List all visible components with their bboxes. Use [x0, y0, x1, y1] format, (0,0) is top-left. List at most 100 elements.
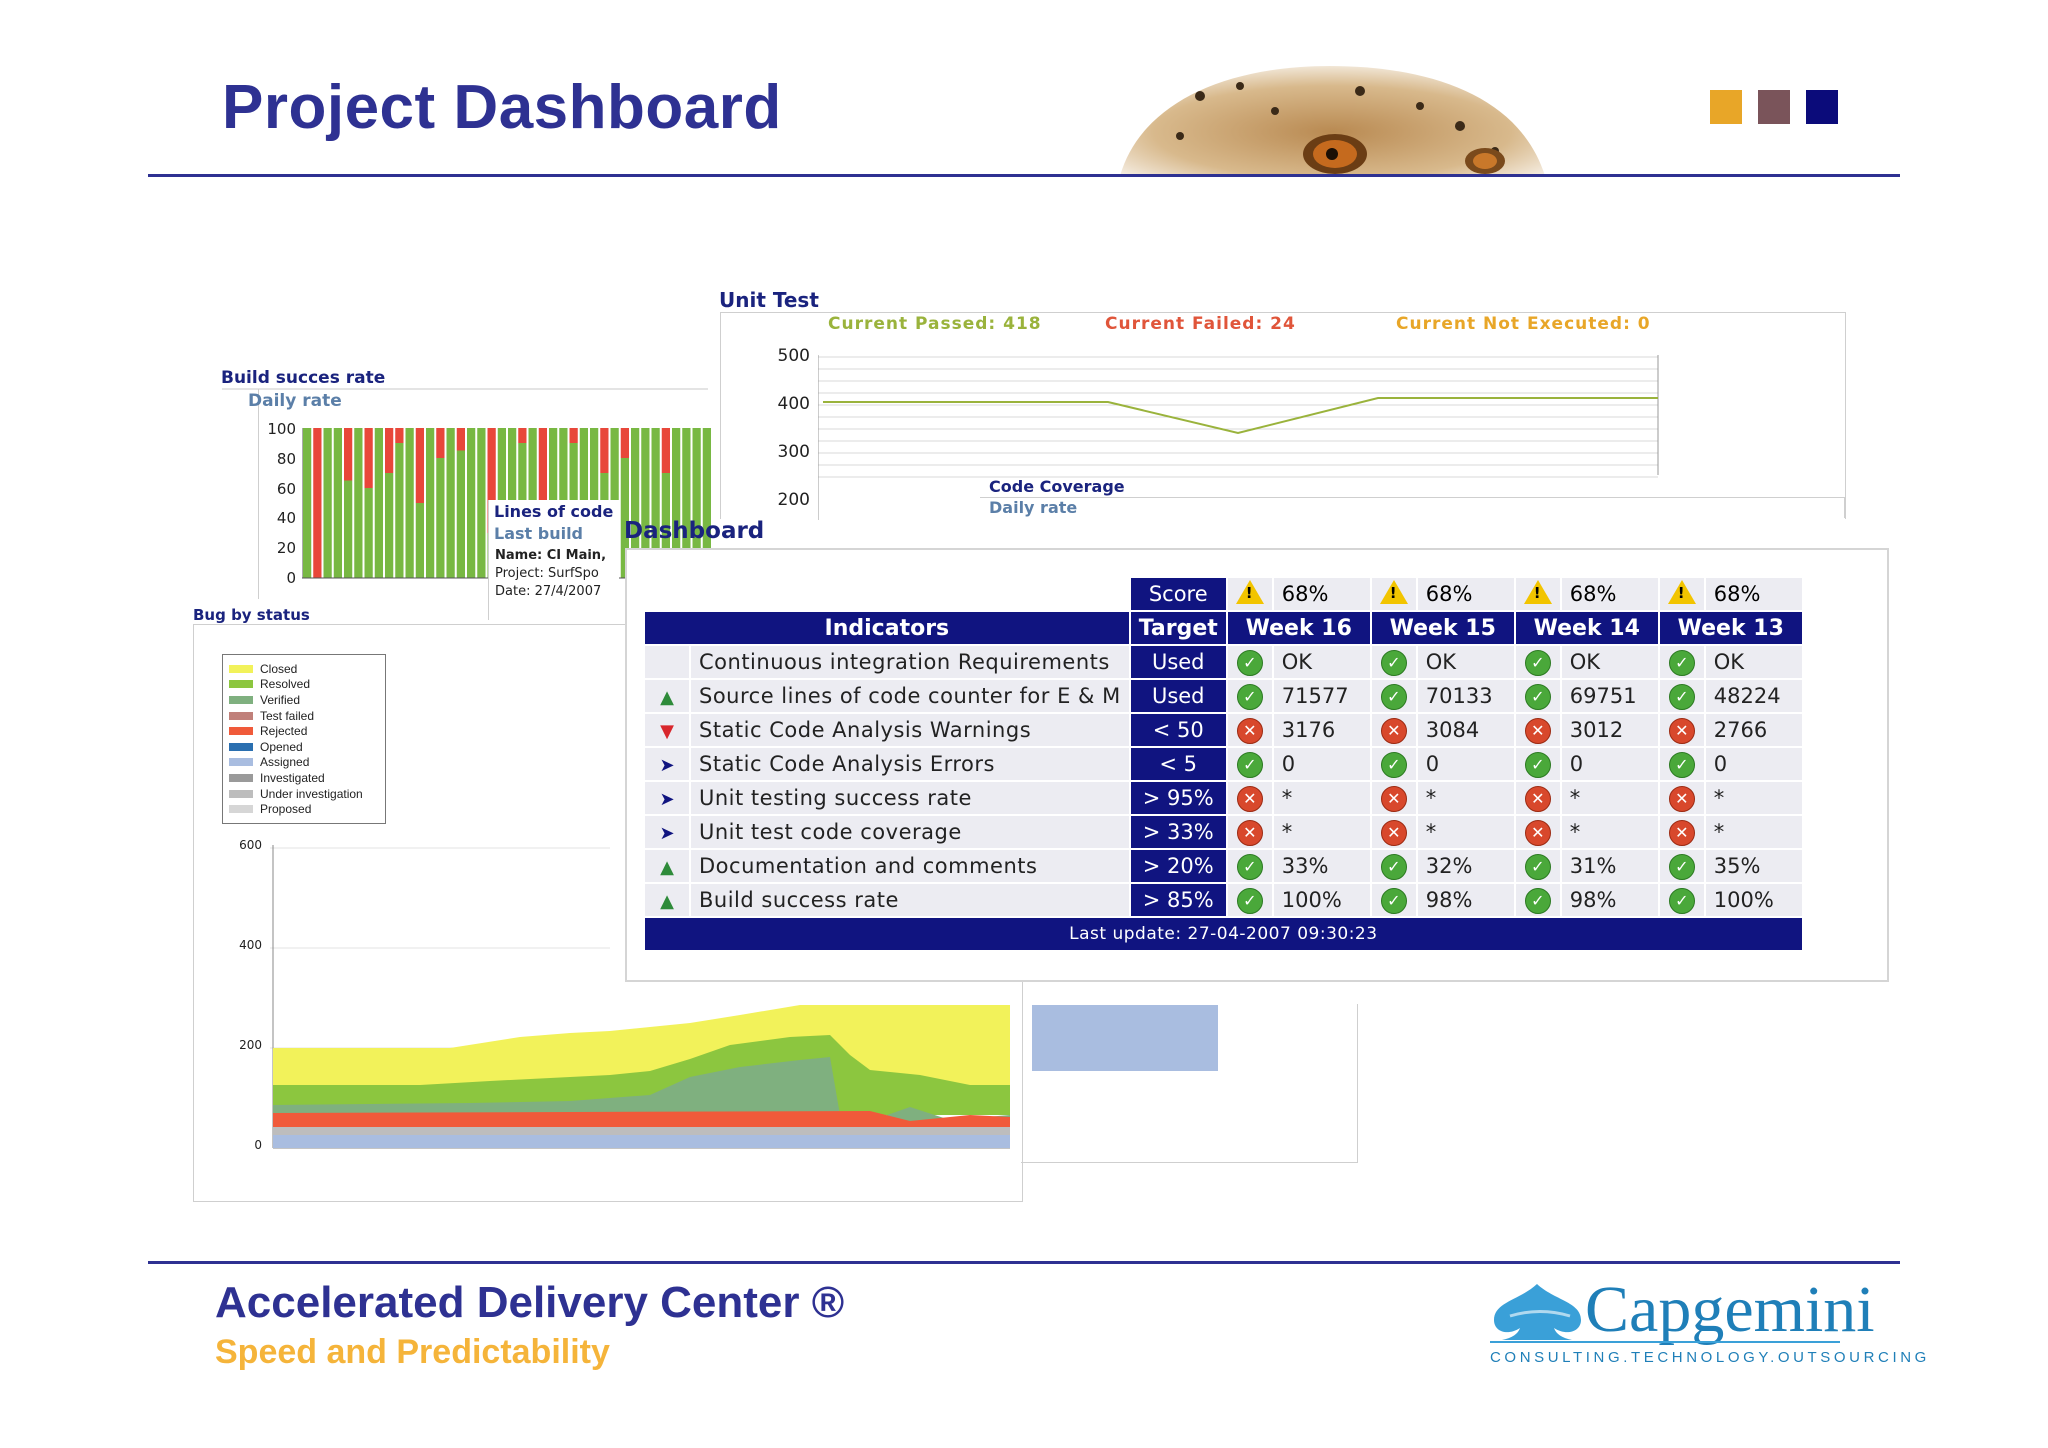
trend-up-icon: ▲ [645, 680, 689, 712]
build-fail-bar [385, 428, 394, 473]
build-fail-bar [661, 428, 670, 473]
legend-label: Assigned [260, 755, 310, 770]
score-value: 68% [1273, 578, 1370, 610]
week-header: Week 14 [1515, 612, 1658, 644]
build-success-bar [692, 428, 701, 578]
error-icon: ✕ [1371, 782, 1416, 814]
legend-swatch [229, 664, 253, 673]
brand-square-orange [1710, 90, 1742, 124]
legend-item: Test failed [229, 708, 363, 724]
build-fail-bar [518, 428, 527, 443]
build-success-y-axis: 100 80 60 40 20 0 [258, 420, 296, 590]
target-header: Target [1130, 612, 1226, 644]
y-tick-label: 400 [777, 394, 810, 414]
unit-test-passed: Current Passed: 418 [828, 314, 1042, 334]
error-icon: ✕ [1227, 816, 1272, 848]
week-value: 0 [1417, 748, 1514, 780]
legend-swatch [229, 742, 253, 751]
indicators-header: Indicators [645, 612, 1129, 644]
indicator-row: ➤ Unit test code coverage > 33% ✕ * ✕ * ✕ * ✕ * [645, 816, 1802, 848]
legend-label: Opened [260, 739, 303, 754]
indicator-row: ▲ Build success rate > 85% ✓ 100% ✓ 98% ✓ 98% ✓ 10… [645, 884, 1802, 916]
build-success-divider [222, 388, 708, 390]
legend-item: Verified [229, 692, 363, 708]
y-tick-label: 100 [267, 420, 296, 438]
legend-item: Rejected [229, 723, 363, 739]
indicator-name: Static Code Analysis Warnings [691, 714, 1129, 746]
check-icon: ✓ [1371, 680, 1416, 712]
week-value: 98% [1561, 884, 1658, 916]
check-icon: ✓ [1515, 646, 1560, 678]
week-value: 100% [1273, 884, 1370, 916]
bug-status-title: Bug by status [193, 606, 310, 624]
bug-status-side-frame [1021, 1004, 1358, 1163]
build-success-bar [651, 428, 660, 578]
week-value: 0 [1273, 748, 1370, 780]
build-fail-bar [344, 428, 353, 481]
y-tick-label: 0 [254, 1138, 262, 1152]
warning-icon: ! [1515, 578, 1560, 610]
build-success-bar [620, 458, 629, 578]
bug-status-legend: Closed Resolved Verified Test failed Rejecte… [222, 654, 386, 824]
unit-test-failed: Current Failed: 24 [1105, 314, 1296, 334]
week-value: * [1561, 782, 1658, 814]
week-value: 0 [1561, 748, 1658, 780]
indicator-name: Documentation and comments [691, 850, 1129, 882]
legend-swatch [229, 758, 253, 767]
build-success-bar [631, 428, 640, 578]
y-tick-label: 20 [276, 539, 296, 557]
legend-item: Assigned [229, 755, 363, 771]
build-success-bar [395, 443, 404, 578]
week-value: OK [1417, 646, 1514, 678]
legend-label: Under investigation [260, 786, 363, 801]
build-success-subtitle: Daily rate [248, 391, 342, 411]
week-header: Week 15 [1371, 612, 1514, 644]
check-icon: ✓ [1515, 850, 1560, 882]
legend-label: Closed [260, 661, 298, 676]
y-tick-label: 200 [777, 490, 810, 510]
check-icon: ✓ [1227, 680, 1272, 712]
error-icon: ✕ [1515, 816, 1560, 848]
build-fail-bar [569, 428, 578, 443]
footer-divider [148, 1261, 1900, 1264]
indicator-target: < 5 [1130, 748, 1226, 780]
build-success-bar [344, 480, 353, 578]
lines-of-code-project: Project: SurfSpo [495, 566, 599, 581]
build-success-bar [672, 428, 681, 578]
build-fail-bar [436, 428, 445, 458]
check-icon: ✓ [1659, 884, 1704, 916]
build-fail-bar [487, 428, 496, 533]
y-tick-label: 0 [286, 569, 296, 587]
week-value: 33% [1273, 850, 1370, 882]
legend-item: Investigated [229, 770, 363, 786]
legend-swatch [229, 695, 253, 704]
build-success-bar [333, 428, 342, 578]
legend-swatch [229, 680, 253, 689]
legend-label: Resolved [260, 677, 311, 692]
code-coverage-title: Code Coverage [989, 477, 1125, 496]
indicator-target: Used [1130, 646, 1226, 678]
indicator-target: > 85% [1130, 884, 1226, 916]
y-tick-label: 200 [239, 1038, 262, 1052]
week-value: * [1273, 782, 1370, 814]
dashboard-table: Score ! 68% ! 68% ! 68% ! 68% Indicators… [643, 576, 1804, 952]
bug-status-area-chart [270, 845, 1218, 1149]
logo-underline [1490, 1341, 1840, 1343]
indicator-target: > 20% [1130, 850, 1226, 882]
error-icon: ✕ [1227, 782, 1272, 814]
week-value: 3084 [1417, 714, 1514, 746]
brand-square-navy [1806, 90, 1838, 124]
lines-of-code-subtitle: Last build [494, 524, 583, 543]
side-assigned-block [1032, 1005, 1218, 1071]
y-tick-label: 40 [276, 509, 296, 527]
build-fail-bar [538, 428, 547, 518]
week-header: Week 16 [1227, 612, 1370, 644]
build-success-bar [303, 428, 312, 578]
legend-swatch [229, 711, 253, 720]
lines-of-code-title: Lines of code [494, 502, 614, 521]
week-value: 32% [1417, 850, 1514, 882]
unit-test-line-chart [818, 355, 1659, 520]
legend-item: Under investigation [229, 786, 363, 802]
trend-stable-icon: ➤ [645, 782, 689, 814]
error-icon: ✕ [1371, 714, 1416, 746]
